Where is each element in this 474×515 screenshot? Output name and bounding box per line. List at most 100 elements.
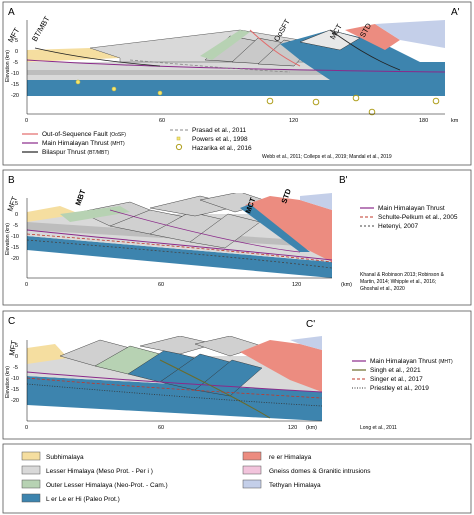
panel-a-legend: Out-of-Sequence Fault (OoSF) Main Himala…	[22, 127, 392, 160]
panel-b-legend: Main Himalayan Thrust Schulte-Pelkum et …	[360, 205, 458, 292]
panel-b-reference-line: Martin, 2014; Whipple et al., 2016;	[360, 279, 436, 285]
panel-c-fault-label: MFT	[7, 339, 19, 356]
panel-a-reference: Webb et al., 2011; Colleps et al., 2019;…	[262, 154, 392, 160]
panel-c-x-axis: 0 60 120 (km)	[25, 420, 322, 431]
panel-b-x-axis: 0 60 120 (km)	[25, 277, 352, 288]
panel-a-y-tick: 5	[15, 38, 18, 44]
panel-b-mht-line	[27, 229, 332, 261]
panel-c-letter-prime: C'	[306, 319, 315, 330]
panel-a-y-tick: -15	[11, 82, 19, 88]
panel-b-mct-slab	[240, 204, 310, 252]
panel-a-x-tick: 0	[25, 118, 28, 124]
panel-a-oosf-line	[249, 29, 301, 67]
unit-swatch-tethyan	[242, 479, 262, 489]
panel-c-reference: Long et al., 2011	[360, 425, 397, 431]
legend-hazarika-label: Hazarika et al., 2016	[192, 145, 252, 152]
unit-swatch-subhimalaya	[21, 451, 41, 461]
panel-c-y-tick: -15	[11, 387, 19, 393]
legend-oosf-label: Out-of-Sequence Fault (OoSF)	[42, 131, 126, 138]
panel-a-y-axis: Elevation (km) 5 0 -5 -10 -15 -20	[5, 20, 28, 114]
panel-c: C C' MFT	[2, 310, 472, 440]
panel-b-y-title: Elevation (km)	[5, 223, 11, 255]
panel-a-hazarika-circle	[312, 98, 320, 106]
unit-label-outer-lesser: Outer Lesser Himalaya (Neo-Prot. - Cam.)	[46, 482, 168, 489]
panel-b-reference-line: Khanal & Robinson 2013; Robinson &	[360, 272, 445, 278]
unit-swatch-gneiss-domes	[242, 465, 262, 475]
panel-c-x-tick: 60	[158, 425, 164, 431]
panel-c-subhimalaya	[27, 344, 68, 364]
panel-c-y-tick: -5	[13, 365, 18, 371]
panel-b-x-tick: 60	[158, 282, 164, 288]
panel-c-y-tick: -10	[11, 376, 19, 382]
panel-c-x-tick: 120	[288, 425, 297, 431]
panel-b-outer-lesser	[60, 206, 130, 222]
legend-bt-label: Bilaspur Thrust (BT/MBT)	[42, 149, 109, 156]
panel-a-letter: A	[8, 7, 15, 18]
panel-b-x-tick: 0	[25, 282, 28, 288]
panel-a-greater-himalaya	[345, 24, 400, 50]
unit-label-tethyan: Tethyan Himalaya	[269, 482, 321, 489]
panel-a-mct-line	[329, 29, 401, 71]
legend-b-hetenyi-label: Hetenyi, 2007	[378, 223, 418, 230]
panel-b-letter-prime: B'	[339, 175, 348, 186]
panel-a-powers-dot	[111, 86, 117, 92]
panel-a-hazarika-circle	[352, 94, 360, 102]
unit-label-lower-lesser: L er Le er Hi (Paleo Prot.)	[46, 496, 120, 503]
legend-powers-swatch	[176, 136, 181, 141]
panel-c-legend: Main Himalayan Thrust (MHT) Singh et al.…	[352, 358, 453, 431]
unit-swatch-greater-himalaya	[242, 451, 262, 461]
panel-a-lower-lesser-himalaya	[27, 80, 445, 96]
panel-c-greater-himalaya	[240, 340, 322, 392]
legend-c-priestley-label: Priestley et al., 2019	[370, 385, 429, 392]
panel-a-letter-prime: A'	[451, 7, 460, 18]
panel-b: B B'	[2, 169, 472, 306]
panel-a-cross-section	[27, 20, 445, 96]
panel-b-hetenyi-line	[27, 239, 332, 269]
panel-a-tethyan	[375, 20, 445, 48]
unit-label-gneiss-domes: Gneiss domes & Granitic intrusions	[269, 468, 371, 475]
unit-label-greater-himalaya: re er Himalaya	[269, 454, 312, 461]
panel-a-x-tick: 60	[159, 118, 165, 124]
legend-hazarika-swatch	[175, 143, 183, 151]
panel-a-y-tick: -10	[11, 71, 19, 77]
panel-c-mht-line	[27, 371, 322, 393]
panel-b-greater-himalaya	[245, 196, 332, 262]
panel-b-y-tick: 0	[15, 212, 18, 218]
panel-a-hazarika-circle	[368, 108, 376, 116]
panel-b-y-tick: -10	[11, 234, 19, 240]
unit-swatch-lower-lesser	[21, 493, 41, 503]
panel-b-x-tick: 120	[292, 282, 301, 288]
panel-c-duplex-5	[194, 359, 263, 397]
panel-a-prasad-line	[129, 59, 291, 73]
panel-b-letter: B	[8, 175, 15, 186]
unit-label-subhimalaya: Subhimalaya	[46, 454, 84, 461]
panel-a-upper-sheet	[299, 29, 361, 51]
panel-b-y-tick: -5	[13, 223, 18, 229]
panel-a-hazarika-circle	[432, 97, 440, 105]
panel-a-mht-line	[27, 59, 445, 73]
unit-legend-frame	[2, 443, 472, 514]
legend-b-schulte-label: Schulte-Pelkum et al., 2005	[378, 214, 458, 221]
panel-c-tethyan	[290, 336, 322, 350]
unit-swatch-outer-lesser	[21, 479, 41, 489]
legend-c-singh-label: Singh et al., 2021	[370, 367, 421, 374]
panel-b-x-unit: (km)	[341, 282, 352, 288]
unit-label-lesser-himalaya: Lesser Himalaya (Meso Prot. - Per i )	[46, 468, 153, 475]
legend-b-mht-label: Main Himalayan Thrust	[378, 205, 445, 212]
panel-c-singer-line	[27, 377, 322, 399]
panel-c-letter: C	[8, 316, 15, 327]
panel-a-hazarika-circle	[266, 97, 274, 105]
panel-c-y-axis: Elevation (km) 5 0 -5 -10 -15 -20	[5, 340, 28, 421]
panel-c-basement-band	[27, 380, 322, 402]
panel-c-x-unit: (km)	[306, 425, 317, 431]
panel-a-powers-dot	[157, 90, 163, 96]
legend-prasad-label: Prasad et al., 2011	[192, 127, 246, 134]
panel-a-x-tick: 180	[419, 118, 428, 124]
panel-a-powers-dot	[75, 79, 81, 85]
panel-b-cross-section	[27, 193, 332, 278]
legend-powers-label: Powers et al., 1998	[192, 136, 248, 143]
panel-c-x-tick: 0	[25, 425, 28, 431]
panel-a-bt-line	[34, 47, 161, 67]
panel-a-x-tick: 120	[289, 118, 298, 124]
panel-c-y-tick: 5	[15, 343, 18, 349]
